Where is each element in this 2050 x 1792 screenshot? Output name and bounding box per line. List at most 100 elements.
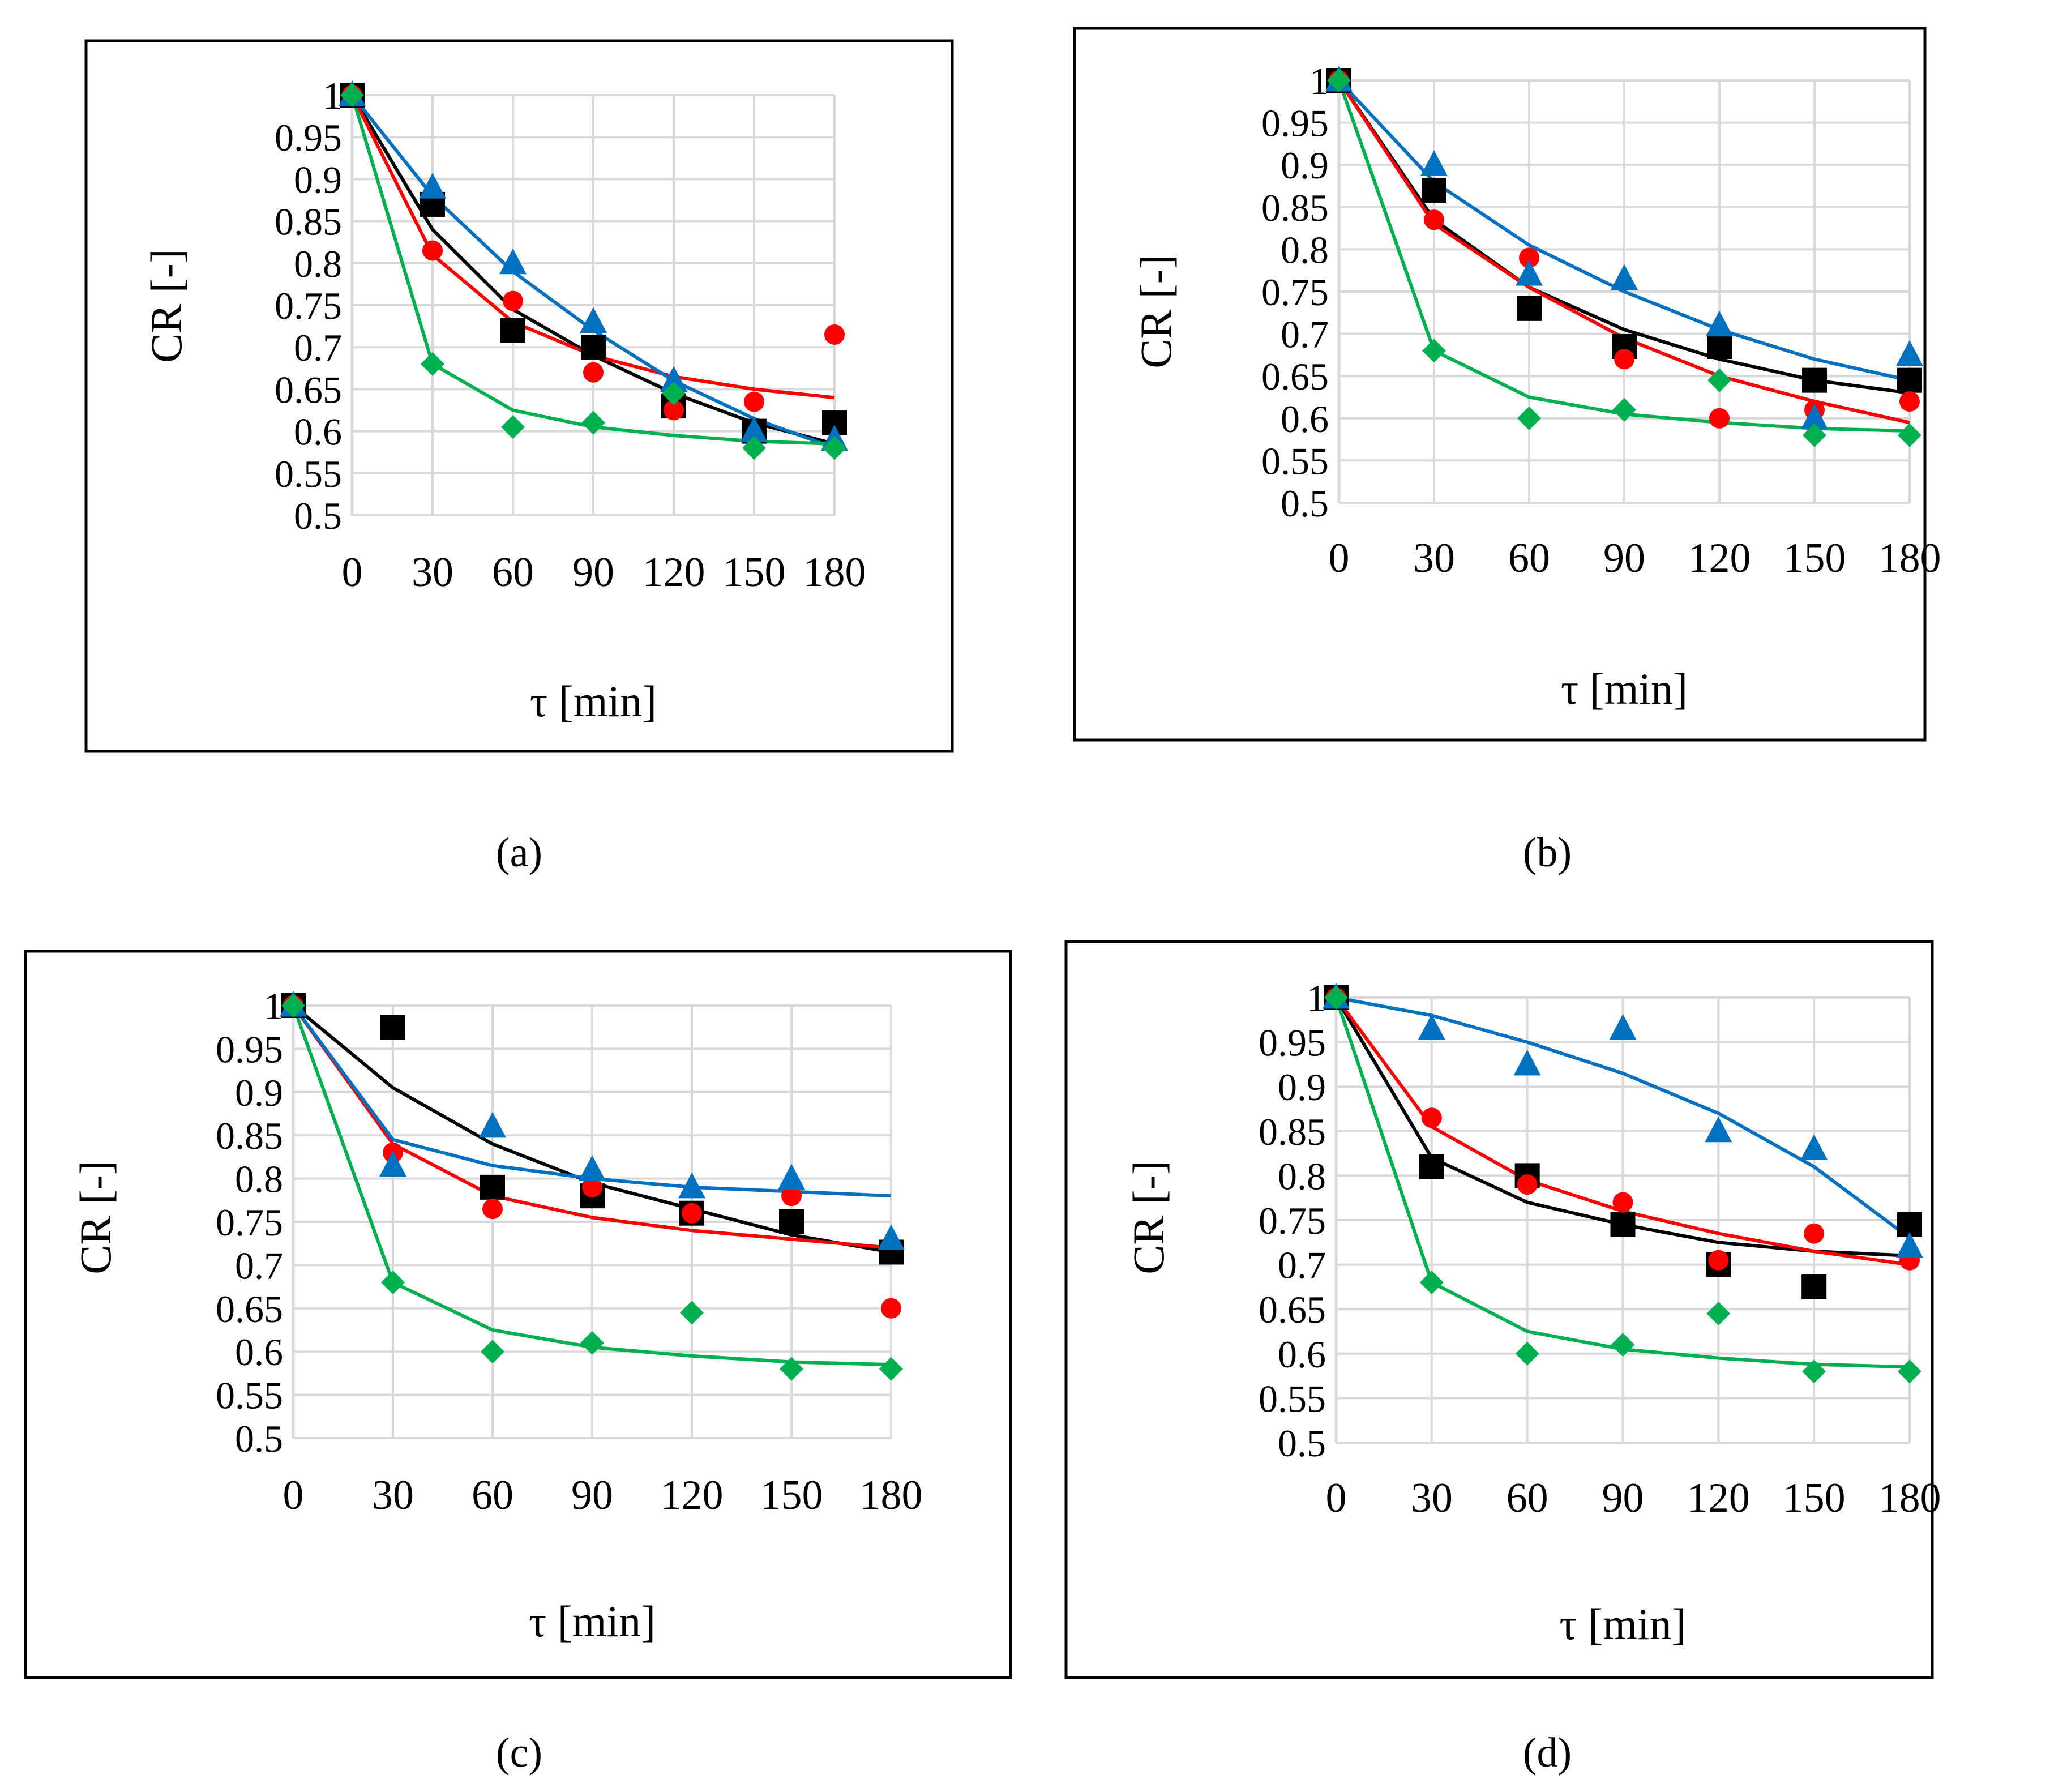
data-point-black-square (1517, 296, 1542, 321)
y-tick-label: 0.75 (275, 284, 342, 327)
data-point-red-circle (482, 1199, 503, 1220)
x-tick-label: 60 (1508, 535, 1550, 581)
x-tick-label: 0 (283, 1472, 304, 1519)
data-point-black-square (1801, 1274, 1827, 1299)
data-point-green-diamond (381, 1270, 405, 1294)
y-tick-label: 0.55 (1261, 439, 1329, 482)
series-green (281, 994, 903, 1381)
data-point-black-square (1610, 1212, 1636, 1237)
y-tick-label: 0.7 (235, 1244, 283, 1287)
data-point-green-diamond (1324, 986, 1348, 1010)
data-point-blue-triangle (660, 366, 687, 392)
data-point-red-circle (1708, 1250, 1729, 1271)
data-point-red-circle (824, 324, 845, 345)
y-tick-label: 0.95 (1261, 102, 1329, 145)
x-tick-label: 90 (572, 549, 614, 596)
series-green (1324, 986, 1921, 1384)
data-point-green-diamond (1707, 368, 1731, 392)
y-tick-label: 1 (323, 74, 342, 117)
chart-panel-b: 0.50.550.60.650.70.750.80.850.90.951 0 30 6… (1073, 27, 1941, 742)
panel-label-d: (d) (1523, 1730, 1572, 1776)
x-tick-label: 150 (1783, 1475, 1846, 1521)
data-point-blue-triangle (1705, 1116, 1732, 1143)
panel-label-a: (a) (496, 829, 542, 876)
x-tick-label: 150 (723, 549, 786, 596)
chart-panel-c: 0.50.550.60.650.70.750.80.850.90.951 0 30 6… (24, 950, 1012, 1679)
y-tick-label: 0.55 (1259, 1377, 1326, 1420)
chart-frame (1064, 940, 1934, 1679)
y-tick-label: 0.7 (1281, 313, 1329, 356)
chart-frame (1073, 27, 1927, 742)
y-tick-label: 0.95 (1259, 1021, 1326, 1064)
data-point-green-diamond (1515, 1341, 1539, 1366)
y-tick-label: 0.95 (275, 116, 342, 159)
y-tick-label: 0.9 (294, 158, 342, 201)
x-tick-label: 90 (1603, 535, 1645, 581)
y-tick-label: 0.6 (235, 1331, 283, 1374)
x-tick-label: 120 (661, 1472, 724, 1519)
y-tick-label: 0.6 (294, 410, 342, 454)
series-green (1327, 69, 1921, 447)
data-point-blue-triangle (1896, 1232, 1923, 1258)
data-point-green-diamond (421, 352, 444, 376)
y-tick-label: 0.85 (275, 200, 342, 243)
x-tick-label: 30 (1411, 1475, 1453, 1521)
data-point-red-circle (1517, 1174, 1538, 1195)
data-point-blue-triangle (379, 1151, 406, 1177)
data-point-blue-triangle (479, 1111, 506, 1138)
x-tick-label: 30 (372, 1472, 414, 1519)
data-point-blue-triangle (678, 1172, 705, 1199)
data-point-green-diamond (481, 1340, 504, 1364)
data-point-green-diamond (1327, 69, 1351, 92)
x-tick-label: 150 (760, 1472, 823, 1519)
data-point-blue-triangle (1513, 1049, 1541, 1076)
x-axis-title: τ [min] (530, 677, 657, 726)
y-tick-label: 0.8 (294, 242, 342, 285)
y-tick-label: 0.5 (1278, 1422, 1326, 1465)
chart-panel-d: 0.50.550.60.650.70.750.80.850.90.951 0 30 6… (1064, 940, 1941, 1679)
data-point-red-circle (664, 400, 684, 421)
x-tick-label: 0 (1329, 535, 1350, 581)
x-tick-label: 0 (342, 549, 363, 596)
x-tick-label: 120 (1687, 1475, 1750, 1521)
data-point-red-circle (582, 1177, 602, 1197)
chart-panel-a: 0.50.550.60.650.70.750.80.850.90.951 0 30 6… (84, 39, 954, 753)
data-point-green-diamond (581, 410, 605, 435)
data-point-blue-triangle (1516, 260, 1543, 286)
y-tick-label: 0.9 (235, 1071, 283, 1114)
y-tick-label: 0.8 (1281, 228, 1329, 271)
data-point-green-diamond (1422, 339, 1446, 363)
y-axis-title: CR [-] (1124, 1160, 1173, 1274)
data-point-green-diamond (680, 1301, 704, 1325)
data-point-red-circle (1804, 1223, 1825, 1244)
data-point-red-circle (744, 391, 764, 412)
y-tick-label: 0.75 (1261, 271, 1329, 314)
x-tick-label: 150 (1783, 535, 1846, 581)
data-point-blue-triangle (580, 307, 607, 333)
y-tick-label: 0.95 (216, 1028, 283, 1071)
data-point-blue-triangle (778, 1164, 805, 1190)
y-tick-label: 0.9 (1278, 1066, 1326, 1109)
y-tick-label: 0.5 (1281, 482, 1329, 525)
x-tick-label: 120 (1688, 535, 1751, 581)
y-tick-label: 0.65 (1261, 355, 1329, 398)
series-green (340, 83, 846, 460)
panel-label-b: (b) (1523, 829, 1572, 876)
data-point-green-diamond (1611, 1333, 1635, 1357)
data-point-black-square (581, 335, 606, 360)
chart-frame (84, 39, 954, 753)
y-tick-label: 0.55 (275, 452, 342, 495)
y-tick-label: 0.5 (235, 1417, 283, 1460)
data-point-green-diamond (742, 436, 766, 460)
x-axis-title: τ [min] (1559, 1599, 1686, 1649)
y-tick-label: 0.65 (275, 368, 342, 411)
y-tick-label: 0.7 (1278, 1244, 1326, 1287)
x-axis-title: τ [min] (1561, 664, 1688, 713)
data-point-green-diamond (823, 436, 846, 460)
x-tick-label: 60 (472, 1472, 513, 1519)
data-point-blue-triangle (1801, 403, 1828, 430)
data-point-blue-triangle (1800, 1134, 1828, 1160)
y-tick-label: 0.6 (1281, 397, 1329, 440)
data-point-red-circle (1612, 1192, 1633, 1213)
data-point-red-circle (503, 290, 523, 311)
